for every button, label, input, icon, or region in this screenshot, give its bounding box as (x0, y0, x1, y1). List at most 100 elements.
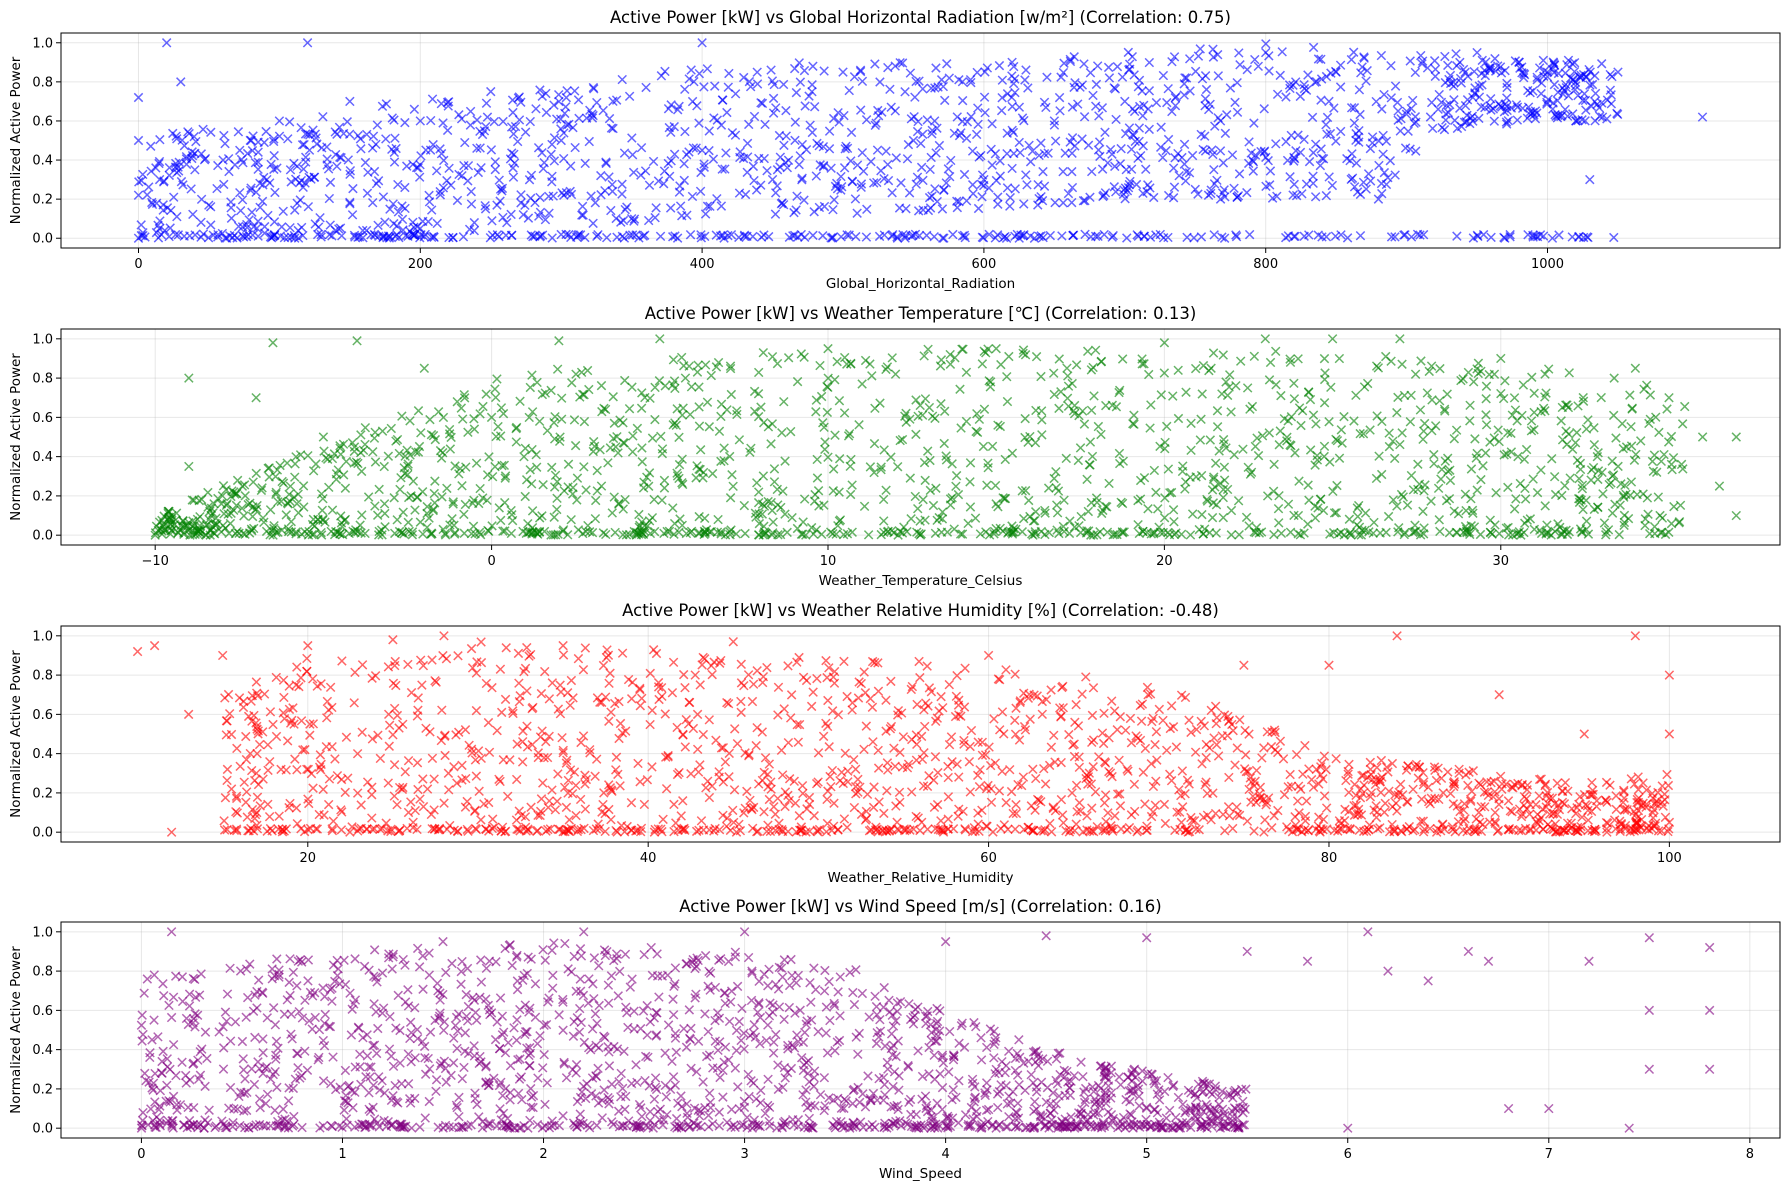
data-point (446, 432, 456, 443)
data-point (551, 114, 562, 124)
data-point (942, 59, 952, 69)
data-point (772, 484, 782, 495)
data-point (1226, 505, 1237, 516)
data-point (1383, 767, 1393, 777)
data-point (745, 447, 755, 457)
data-point (719, 455, 729, 466)
data-point (1243, 462, 1253, 473)
data-point (664, 171, 675, 182)
data-point (836, 767, 847, 778)
data-point (532, 377, 542, 388)
data-point (952, 670, 962, 681)
data-point (338, 128, 349, 139)
data-point (1283, 782, 1293, 792)
data-point (970, 826, 980, 836)
data-point (618, 504, 628, 514)
data-point (768, 108, 779, 118)
data-point (335, 511, 346, 521)
data-point (946, 155, 956, 166)
data-point (340, 514, 351, 525)
data-point (1075, 806, 1086, 816)
data-point (298, 745, 308, 755)
data-point (754, 509, 764, 519)
data-point (742, 138, 753, 149)
data-point (1065, 137, 1075, 147)
data-point (1265, 166, 1276, 176)
data-point (1150, 739, 1160, 750)
data-point (429, 488, 439, 499)
data-point (814, 202, 825, 213)
data-point (1143, 104, 1153, 114)
data-point (283, 134, 293, 144)
data-point (1020, 75, 1030, 85)
data-point (648, 156, 659, 167)
data-point (886, 676, 896, 687)
data-point (1481, 394, 1491, 404)
data-point (1367, 774, 1377, 785)
data-point (1662, 404, 1672, 414)
data-point (253, 726, 264, 736)
data-point (235, 145, 245, 156)
data-point (818, 160, 829, 171)
scatter-points (133, 38, 1708, 243)
data-point (654, 376, 665, 386)
data-point (281, 510, 291, 520)
x-tick-label: 400 (690, 257, 715, 272)
data-point (428, 139, 438, 150)
data-point (1315, 494, 1326, 505)
data-point (574, 113, 584, 124)
data-point (296, 122, 306, 133)
data-point (410, 805, 420, 816)
data-point (1662, 769, 1672, 780)
data-point (712, 193, 722, 204)
data-point (1048, 803, 1059, 814)
data-point (290, 174, 301, 184)
data-point (596, 380, 607, 391)
data-point (1532, 487, 1543, 498)
data-point (1125, 713, 1136, 724)
data-point (476, 657, 487, 668)
data-point (885, 84, 895, 95)
data-point (1244, 229, 1255, 240)
data-point (1163, 527, 1173, 538)
data-point (985, 760, 996, 771)
data-point (1163, 190, 1174, 201)
data-point (747, 696, 758, 707)
data-point (887, 188, 897, 198)
data-point (1308, 178, 1318, 189)
data-point (898, 732, 909, 742)
data-point (1485, 817, 1495, 827)
data-point (292, 662, 302, 672)
data-point (1064, 528, 1075, 539)
data-point (1394, 787, 1404, 798)
data-point (1470, 434, 1480, 444)
data-point (1478, 461, 1488, 471)
data-point (558, 153, 569, 164)
data-point (1376, 755, 1387, 766)
data-point (251, 688, 262, 698)
data-point (1408, 784, 1418, 795)
data-point (233, 127, 244, 137)
data-point (941, 451, 951, 461)
data-point (587, 109, 597, 119)
data-point (261, 126, 271, 137)
data-point (629, 214, 640, 224)
data-point (1454, 764, 1464, 775)
data-point (781, 131, 792, 141)
data-point (1503, 116, 1514, 126)
data-point (709, 113, 719, 123)
data-point (397, 214, 408, 225)
data-point (161, 38, 172, 48)
data-point (1371, 96, 1381, 107)
data-point (956, 423, 966, 433)
data-point (1374, 451, 1384, 461)
data-point (174, 157, 184, 167)
data-point (792, 657, 802, 667)
data-point (1502, 105, 1512, 116)
data-point (822, 721, 833, 732)
data-point (912, 699, 922, 710)
data-point (1324, 96, 1334, 107)
data-point (1092, 497, 1102, 508)
data-point (358, 225, 368, 236)
data-point (748, 231, 758, 242)
